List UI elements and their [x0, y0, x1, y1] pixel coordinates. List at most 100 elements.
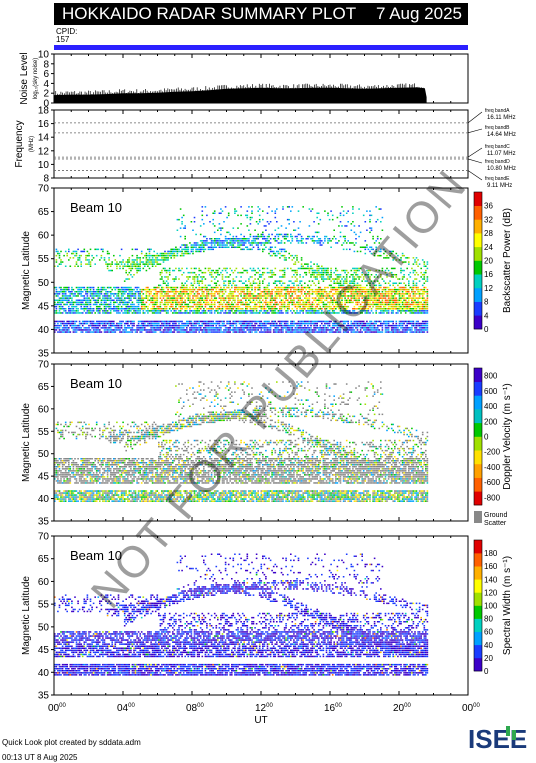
- power-cell: [338, 327, 340, 329]
- power-cell: [302, 312, 304, 314]
- power-cell: [173, 252, 176, 255]
- power-cell: [308, 288, 311, 291]
- power-cell: [237, 246, 239, 248]
- power-cell: [246, 297, 249, 299]
- power-cell: [179, 227, 182, 229]
- power-cell: [344, 297, 346, 299]
- power-cell: [251, 310, 253, 312]
- power-cell: [193, 267, 196, 270]
- power-cell: [356, 320, 359, 323]
- power-cell: [271, 308, 273, 310]
- power-cell: [280, 242, 283, 244]
- power-cell: [353, 231, 356, 234]
- power-cell: [299, 312, 301, 314]
- power-cell: [81, 324, 84, 327]
- power-cell: [262, 248, 264, 251]
- power-cell: [359, 284, 362, 287]
- power-cell: [221, 244, 224, 246]
- power-cell: [142, 257, 145, 259]
- power-cell: [91, 254, 93, 257]
- power-cell: [358, 297, 360, 299]
- power-cell: [344, 280, 346, 282]
- power-cell: [181, 286, 183, 289]
- power-cell: [102, 295, 104, 297]
- power-cell: [310, 308, 312, 310]
- power-cell: [95, 329, 98, 331]
- cpid-bar: [54, 45, 468, 50]
- power-cell: [345, 312, 348, 314]
- power-cell: [212, 218, 214, 221]
- power-cell: [153, 254, 155, 257]
- power-cell: [158, 308, 160, 310]
- power-cell: [103, 312, 106, 314]
- power-cell: [103, 286, 106, 289]
- power-cell: [286, 291, 289, 293]
- power-cell: [125, 303, 127, 306]
- power-cell: [159, 310, 162, 312]
- power-cell: [71, 312, 73, 314]
- power-cell: [68, 295, 70, 297]
- power-cell: [203, 291, 205, 293]
- power-cell: [130, 308, 132, 310]
- power-cell: [234, 299, 236, 301]
- power-cell: [314, 320, 317, 323]
- power-cell: [271, 254, 273, 257]
- power-cell: [81, 301, 84, 304]
- power-cell: [266, 329, 269, 331]
- power-cell: [178, 320, 180, 323]
- power-cell: [136, 267, 138, 270]
- power-cell: [251, 322, 253, 325]
- power-cell: [313, 322, 315, 325]
- power-cell: [268, 235, 270, 238]
- power-cell: [184, 282, 186, 284]
- power-cell: [150, 329, 152, 331]
- power-cell: [288, 303, 290, 306]
- power-cell: [181, 248, 183, 251]
- power-cell: [274, 301, 277, 304]
- power-cell: [58, 293, 61, 295]
- power-cell: [68, 320, 70, 323]
- power-cell: [58, 301, 61, 304]
- power-cell: [150, 310, 152, 312]
- power-cell: [128, 261, 131, 263]
- power-cell: [184, 322, 186, 325]
- power-cell: [210, 248, 213, 251]
- power-cell: [345, 308, 348, 310]
- power-cell: [293, 329, 295, 331]
- power-cell: [86, 329, 89, 331]
- power-cell: [189, 271, 191, 274]
- power-cell: [161, 324, 163, 327]
- power-cell: [361, 274, 363, 276]
- power-cell: [176, 312, 179, 314]
- power-cell: [319, 329, 322, 331]
- power-cell: [72, 305, 75, 308]
- power-cell: [347, 286, 349, 289]
- power-cell: [324, 238, 326, 240]
- power-cell: [131, 259, 134, 261]
- power-cell: [367, 269, 370, 272]
- power-cell: [123, 331, 126, 333]
- power-cell: [369, 210, 371, 212]
- power-cell: [144, 322, 146, 325]
- power-cell: [367, 308, 370, 310]
- power-cell: [161, 254, 163, 257]
- power-cell: [344, 327, 346, 329]
- power-cell: [158, 327, 160, 329]
- power-cell: [296, 284, 298, 287]
- power-cell: [217, 242, 219, 244]
- power-cell: [231, 246, 233, 248]
- power-cell: [74, 301, 76, 304]
- power-cell: [367, 327, 370, 329]
- power-cell: [257, 223, 259, 225]
- power-cell: [305, 301, 308, 304]
- power-cell: [89, 293, 92, 295]
- power-cell: [313, 329, 315, 331]
- power-cell: [189, 320, 191, 323]
- power-cell: [178, 305, 180, 308]
- power-cell: [221, 210, 224, 212]
- power-cell: [241, 242, 244, 244]
- power-cell: [212, 299, 214, 301]
- power-cell: [192, 331, 194, 333]
- power-cell: [217, 229, 219, 231]
- power-cell: [181, 295, 183, 297]
